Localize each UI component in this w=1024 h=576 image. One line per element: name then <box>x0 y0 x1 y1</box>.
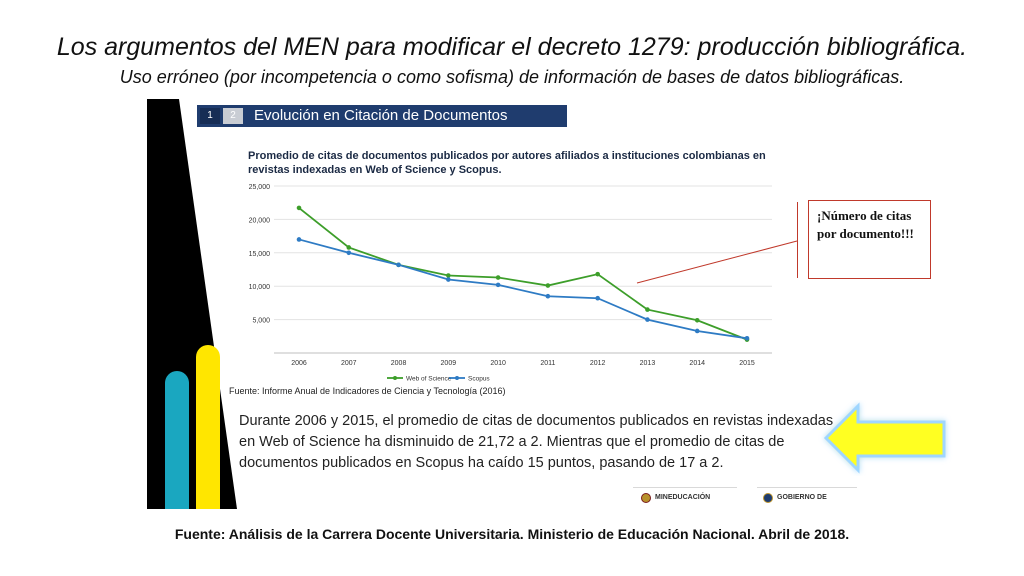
seal-icon <box>641 493 651 503</box>
y-tick-label: 15,000 <box>249 251 271 258</box>
data-point <box>595 271 600 277</box>
section-header: 1 2 Evolución en Citación de Documentos <box>197 105 567 127</box>
series-line <box>298 238 748 340</box>
decorative-shapes <box>147 99 237 509</box>
data-point <box>645 317 650 322</box>
left-arrow-icon <box>823 402 946 474</box>
data-point <box>744 336 750 341</box>
section-header-title: Evolución en Citación de Documentos <box>254 107 508 124</box>
data-point <box>545 293 551 299</box>
x-tick-label: 2014 <box>689 360 705 367</box>
mineducacion-label: MINEDUCACIÓN <box>655 494 711 501</box>
x-tick-label: 2013 <box>640 360 656 367</box>
yellow-bar <box>196 345 220 509</box>
data-point <box>595 295 600 301</box>
legend-label: Scopus <box>468 376 490 383</box>
data-point <box>296 237 302 242</box>
callout-box: ¡Número de citas por documento!!! <box>808 200 931 279</box>
chart-title: Promedio de citas de documentos publicad… <box>248 150 766 176</box>
legend-label: Web of Science <box>406 376 452 383</box>
slide-footer: Fuente: Análisis de la Carrera Docente U… <box>174 526 850 542</box>
slide-subtitle: Uso erróneo (por incompetencia o como so… <box>119 67 905 87</box>
x-tick-label: 2008 <box>391 360 407 367</box>
embedded-screenshot: 1 2 Evolución en Citación de Documentos … <box>147 99 857 509</box>
data-point <box>346 245 352 250</box>
data-point <box>446 273 451 278</box>
data-point <box>645 307 650 312</box>
series-line <box>298 207 748 341</box>
data-point <box>694 328 700 334</box>
callout-text: ¡Número de citas por documento!!! <box>817 208 914 241</box>
seal-icon <box>763 493 773 503</box>
x-tick-label: 2010 <box>490 360 506 367</box>
summary-note: Durante 2006 y 2015, el promedio de cita… <box>239 413 834 471</box>
x-tick-label: 2011 <box>540 360 555 367</box>
x-tick-label: 2012 <box>590 360 606 367</box>
legend-marker <box>455 376 459 380</box>
y-tick-label: 10,000 <box>249 284 271 291</box>
line-chart: 5,000 10,000 15,000 20,000 25,000 2006 2007 200… <box>249 184 772 383</box>
slide-title: Los argumentos del MEN para modificar el… <box>56 33 968 61</box>
data-point <box>346 250 352 256</box>
data-point <box>694 317 700 323</box>
data-point <box>495 282 501 288</box>
x-tick-label: 2015 <box>739 360 755 367</box>
y-tick-label: 20,000 <box>249 217 271 224</box>
gobierno-label: GOBIERNO DE COLOMBIA <box>777 494 827 501</box>
data-point <box>545 283 551 288</box>
x-tick-label: 2007 <box>341 360 357 367</box>
mineducacion-logo: MINEDUCACIÓN <box>633 487 737 507</box>
x-tick-label: 2006 <box>291 360 307 367</box>
callout-bar <box>797 202 798 278</box>
data-point <box>495 275 501 280</box>
chart-source: Fuente: Informe Anual de Indicadores de … <box>229 386 506 396</box>
gobierno-logo: GOBIERNO DE COLOMBIA <box>757 487 857 507</box>
y-tick-label: 5,000 <box>252 318 270 325</box>
teal-bar <box>165 371 189 509</box>
tab-1[interactable]: 1 <box>200 108 220 124</box>
tab-2[interactable]: 2 <box>223 108 243 124</box>
data-point <box>446 277 451 282</box>
legend-marker <box>393 376 397 380</box>
data-point <box>396 262 401 268</box>
x-tick-label: 2009 <box>441 360 457 367</box>
data-point <box>296 205 302 211</box>
y-tick-label: 25,000 <box>249 184 271 191</box>
arrow-shape <box>823 402 946 474</box>
